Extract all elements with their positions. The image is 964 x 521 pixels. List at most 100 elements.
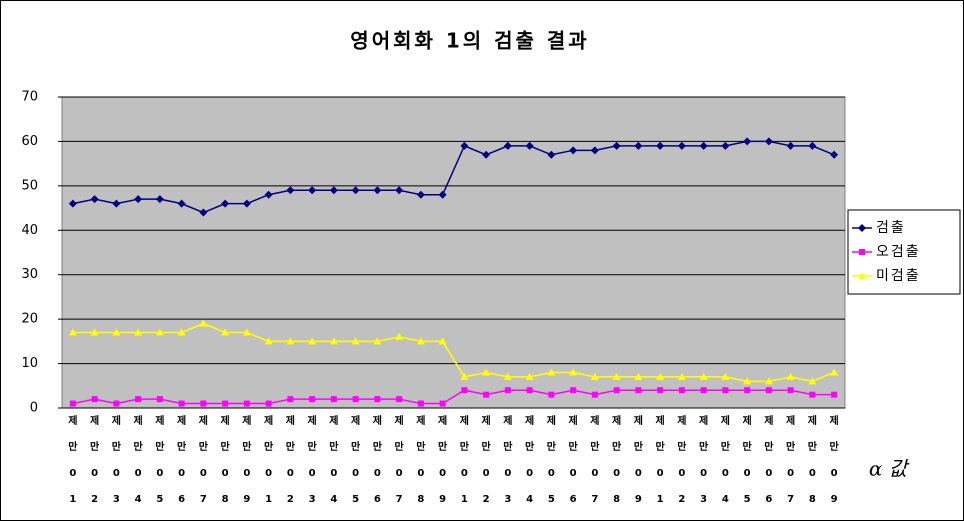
point — [91, 396, 98, 403]
x-tick-label: 제만08 — [807, 416, 817, 505]
legend-label: 검출 — [876, 220, 906, 236]
point — [744, 387, 751, 394]
point — [525, 372, 534, 380]
y-tick-label: 0 — [30, 401, 38, 416]
point — [677, 372, 686, 380]
x-tick-label: 제만07 — [786, 416, 796, 505]
x-tick-label: 제만01 — [264, 416, 274, 505]
point — [859, 249, 865, 255]
point — [483, 391, 490, 398]
point — [243, 400, 250, 407]
x-tick-label: 제만07 — [394, 416, 404, 505]
series-line — [72, 322, 835, 383]
x-tick-label: 제만04 — [525, 416, 535, 505]
x-tick-label: 제만09 — [242, 416, 252, 505]
point — [90, 328, 99, 336]
point — [221, 199, 230, 208]
point — [439, 400, 446, 407]
point — [831, 391, 838, 398]
point — [570, 387, 577, 394]
point — [308, 337, 317, 345]
point — [286, 186, 295, 195]
x-tick-label: 제만05 — [351, 416, 361, 505]
y-tick-label: 70 — [21, 90, 38, 105]
x-axis-label: α 값 — [869, 457, 910, 481]
point — [764, 377, 773, 385]
point — [503, 141, 512, 150]
point — [155, 328, 164, 336]
point — [808, 377, 817, 385]
point — [112, 199, 121, 208]
point — [460, 141, 469, 150]
x-tick-label: 제만09 — [438, 416, 448, 505]
point — [155, 195, 164, 204]
point — [764, 137, 773, 146]
x-tick-label: 제만08 — [612, 416, 622, 505]
x-tick-label: 제만02 — [285, 416, 295, 505]
point — [438, 190, 447, 199]
legend-label: 미검출 — [876, 268, 921, 284]
point — [808, 141, 817, 150]
point — [677, 141, 686, 150]
point — [569, 146, 578, 155]
point — [308, 186, 317, 195]
point — [547, 150, 556, 159]
point — [221, 328, 230, 336]
point — [700, 387, 707, 394]
point — [548, 391, 555, 398]
point — [656, 141, 665, 150]
point — [113, 400, 120, 407]
point — [177, 328, 186, 336]
point — [482, 368, 491, 376]
point — [68, 199, 77, 208]
x-tick-label: 제만03 — [503, 416, 513, 505]
point — [634, 372, 643, 380]
x-tick-label: 제만01 — [459, 416, 469, 505]
point — [352, 396, 359, 403]
x-tick-label: 제만02 — [481, 416, 491, 505]
point — [809, 391, 816, 398]
point — [351, 337, 360, 345]
y-tick-label: 10 — [21, 356, 38, 371]
point — [743, 137, 752, 146]
y-tick-label: 20 — [21, 312, 38, 327]
y-tick-label: 30 — [21, 267, 38, 282]
point — [525, 141, 534, 150]
point — [830, 150, 839, 159]
x-tick-label: 제만01 — [68, 416, 78, 505]
point — [699, 141, 708, 150]
point — [722, 387, 729, 394]
point — [69, 400, 76, 407]
point — [68, 328, 77, 336]
point — [416, 190, 425, 199]
point — [199, 208, 208, 217]
point — [721, 372, 730, 380]
x-tick-label: 제만06 — [372, 416, 382, 505]
point — [547, 368, 556, 376]
x-tick-label: 제만01 — [655, 416, 665, 505]
point — [264, 337, 273, 345]
x-tick-label: 제만02 — [677, 416, 687, 505]
point — [743, 377, 752, 385]
point — [112, 328, 121, 336]
x-tick-label: 제만04 — [720, 416, 730, 505]
point — [830, 368, 839, 376]
point — [134, 328, 143, 336]
point — [657, 387, 664, 394]
point — [329, 186, 338, 195]
point — [858, 272, 866, 279]
x-tick-label: 제만08 — [416, 416, 426, 505]
point — [309, 396, 316, 403]
point — [373, 186, 382, 195]
point — [504, 387, 511, 394]
point — [396, 396, 403, 403]
x-tick-label: 제만06 — [764, 416, 774, 505]
x-tick-label: 제만03 — [699, 416, 709, 505]
point — [590, 146, 599, 155]
plot-area — [61, 96, 846, 409]
point — [721, 141, 730, 150]
point — [178, 400, 185, 407]
point — [569, 368, 578, 376]
legend-label: 오검출 — [876, 244, 921, 260]
